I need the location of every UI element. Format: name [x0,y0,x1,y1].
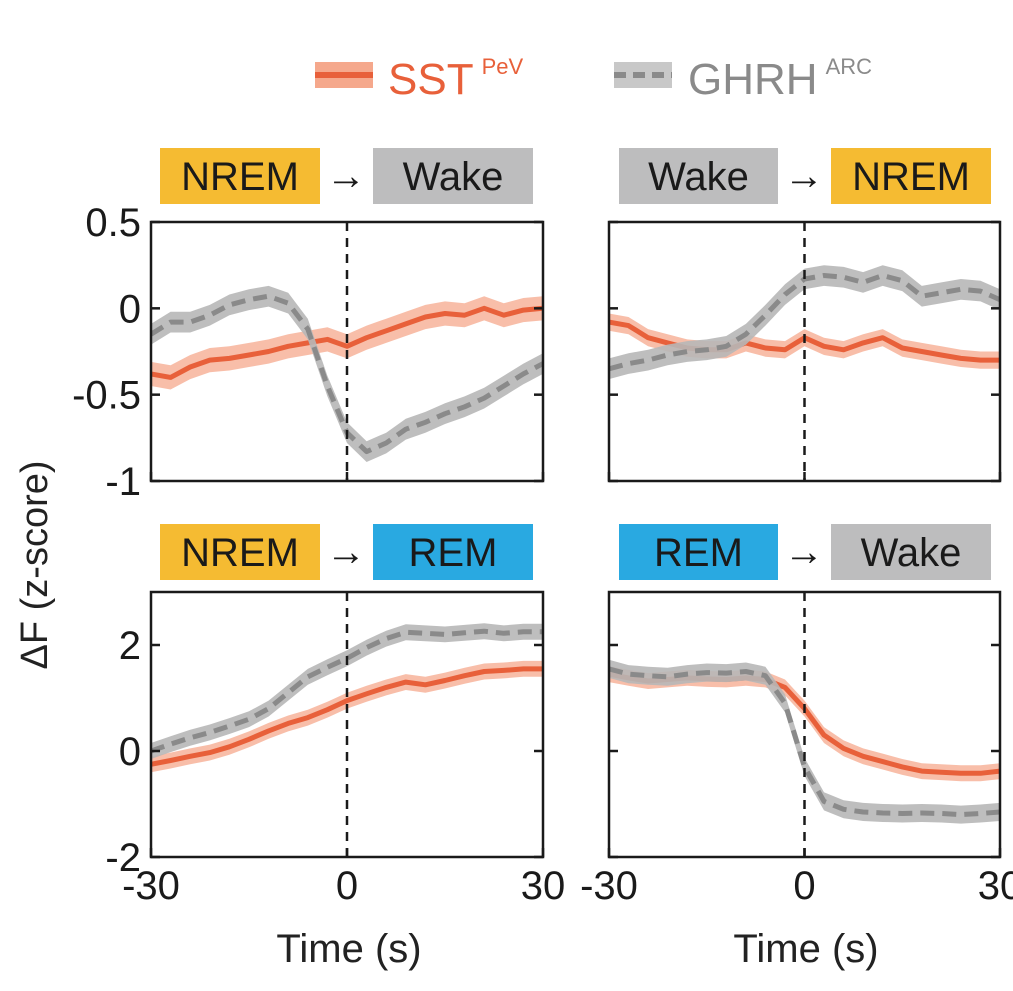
legend-sup-sst: PeV [482,54,524,79]
state-tag-rem [619,524,778,580]
state-tag-label: Wake [648,155,749,199]
x-tick-label: 0 [793,864,815,908]
panel-nrem-rem: NREM REM → -2 0 2 -30 0 30 [105,524,565,908]
error-band-ghrh [151,285,543,462]
transition-arrow: → [326,530,366,574]
state-tag-label: REM [654,531,743,575]
legend-item-sst: SST PeV [315,54,523,104]
y-axis-label: ΔF (z-score) [14,460,56,669]
state-tag-label: NREM [181,531,299,575]
plot-area [151,623,543,773]
y-tick-label: -1 [105,460,141,504]
x-axis-label-left: Time (s) [276,927,421,971]
y-tick-label: 2 [119,624,141,668]
x-axis-label-right: Time (s) [733,927,878,971]
series-line-sst [151,666,543,767]
legend-label-sst: SST PeV [388,54,523,104]
y-tick-label: -0.5 [72,374,141,418]
state-tag-label: NREM [181,155,299,199]
state-tag-label: REM [409,531,498,575]
legend-label-ghrh: GHRH ARC [688,54,872,104]
transition-arrow: → [784,154,824,198]
legend: SST PeV GHRH ARC [315,54,872,104]
transition-arrow: → [784,530,824,574]
x-tick-label: 30 [978,864,1013,908]
series-line-ghrh [151,628,543,754]
state-tag-nrem [160,524,320,580]
panel-nrem-wake: NREM Wake → -1 -0.5 0 0.5 [72,148,545,504]
series-line-sst [151,305,543,380]
state-tag-rem [373,524,533,580]
legend-item-ghrh: GHRH ARC [614,54,872,104]
error-band-sst [151,660,543,773]
state-tag-nrem [831,148,991,204]
state-tag-wake [619,148,778,204]
y-tick-label: -2 [105,836,141,880]
state-tag-label: Wake [861,531,962,575]
x-tick-label: 0 [336,864,358,908]
legend-sup-ghrh: ARC [826,54,873,79]
state-tag-label: NREM [852,155,970,199]
y-tick-label: 0.5 [85,201,141,245]
error-band-ghrh [151,623,543,759]
y-tick-label: 0 [119,287,141,331]
state-tag-nrem [160,148,320,204]
y-tick-label: 0 [119,730,141,774]
x-tick-label: 30 [521,864,566,908]
error-band-ghrh [609,659,1000,824]
transition-arrow: → [326,154,366,198]
panel-rem-wake: REM Wake → -30 0 30 [580,524,1013,908]
x-tick-label: -30 [580,864,638,908]
panel-wake-nrem: Wake NREM → [607,148,1002,483]
x-tick-label: -30 [122,864,180,908]
state-tag-wake [373,148,533,204]
state-tag-wake [831,524,991,580]
state-tag-label: Wake [403,155,504,199]
